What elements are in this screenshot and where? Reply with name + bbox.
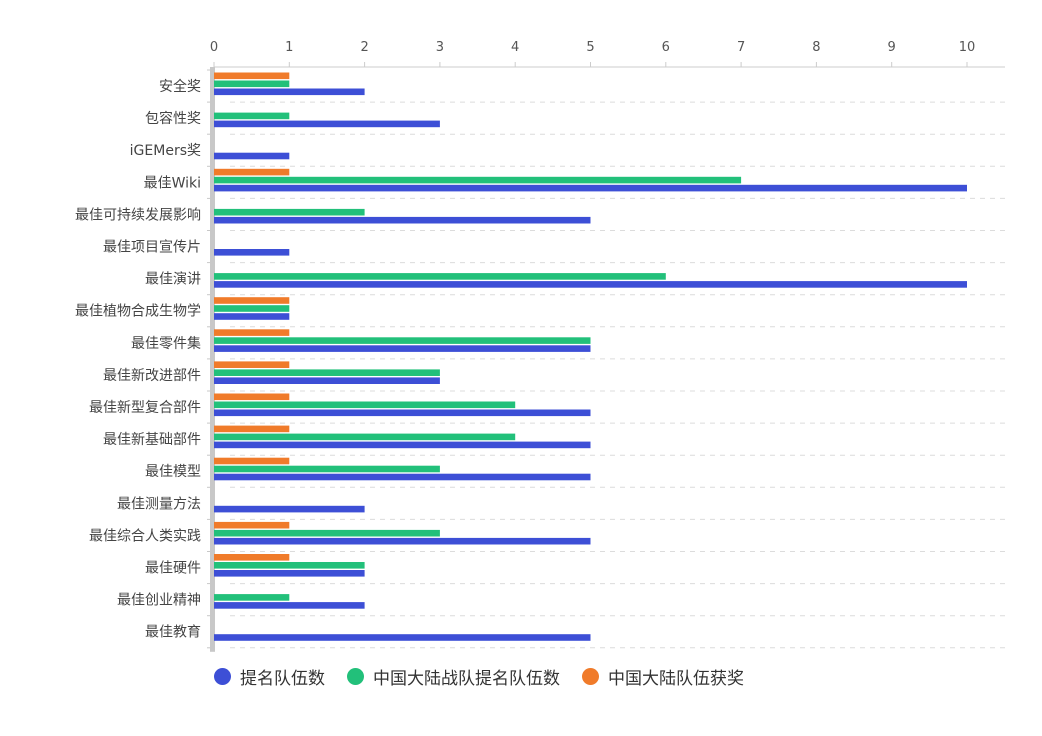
bar-china-nominated: [214, 594, 290, 601]
legend-item-nominated[interactable]: 提名队伍数: [214, 664, 325, 689]
bar-nominated: [214, 473, 591, 481]
bar-nominated: [214, 345, 591, 352]
category-label: 包容性奖: [145, 110, 201, 127]
legend: 提名队伍数 中国大陆战队提名队伍数 中国大陆队伍获奖: [214, 664, 744, 689]
category-label: 最佳植物合成生物学: [75, 304, 201, 320]
category-label: 最佳零件集: [131, 335, 201, 352]
bar-china-nominated: [214, 208, 365, 216]
category-label: iGEMers奖: [130, 142, 201, 159]
bar-nominated: [214, 505, 365, 513]
legend-label-nominated: 提名队伍数: [240, 669, 325, 689]
bar-china-awarded: [214, 361, 290, 368]
bar-nominated: [214, 313, 290, 320]
category-label: 最佳新基础部件: [103, 431, 201, 448]
bar-nominated: [214, 570, 365, 577]
bar-nominated: [214, 152, 290, 160]
x-tick-label: 1: [285, 40, 293, 55]
bar-china-nominated: [214, 465, 440, 473]
category-label: 最佳可持续发展影响: [75, 206, 201, 223]
category-label: 最佳模型: [145, 464, 201, 480]
bar-china-nominated: [214, 562, 365, 569]
bar-china-nominated: [214, 305, 290, 312]
bar-china-awarded: [214, 168, 290, 176]
bar-china-awarded: [214, 297, 290, 304]
bar-nominated: [214, 216, 591, 224]
bar-china-awarded: [214, 393, 290, 401]
bar-china-nominated: [214, 369, 440, 376]
bar-china-nominated: [214, 337, 591, 344]
category-label: 最佳新型复合部件: [89, 399, 201, 416]
x-tick-label: 7: [737, 40, 745, 55]
bar-nominated: [214, 249, 290, 256]
x-tick-label: 4: [511, 40, 519, 55]
category-label: 最佳测量方法: [117, 496, 201, 512]
bar-nominated: [214, 281, 967, 288]
legend-item-china-awarded[interactable]: 中国大陆队伍获奖: [582, 664, 744, 689]
bar-china-awarded: [214, 521, 290, 529]
x-tick-label: 8: [812, 40, 820, 55]
x-tick-label: 0: [210, 40, 218, 55]
bar-china-awarded: [214, 457, 290, 465]
category-label: 最佳教育: [145, 625, 201, 641]
bar-china-nominated: [214, 112, 290, 120]
bar-china-nominated: [214, 176, 742, 184]
legend-swatch-nominated: [214, 668, 231, 685]
legend-label-china-nominated: 中国大陆战队提名队伍数: [373, 669, 560, 689]
x-tick-label: 3: [436, 40, 444, 55]
category-label: 最佳演讲: [145, 272, 201, 288]
category-label: 最佳Wiki: [144, 175, 201, 191]
x-tick-label: 2: [360, 40, 368, 55]
bar-china-awarded: [214, 72, 290, 80]
bar-china-nominated: [214, 433, 516, 441]
x-tick-label: 5: [586, 40, 594, 55]
legend-swatch-china-awarded: [582, 668, 599, 685]
bar-china-awarded: [214, 425, 290, 433]
x-tick-label: 6: [662, 40, 670, 55]
category-label: 最佳创业精神: [117, 593, 201, 609]
bar-nominated: [214, 184, 967, 192]
x-tick-label: 9: [888, 40, 896, 55]
bar-china-nominated: [214, 80, 290, 88]
category-label: 最佳项目宣传片: [103, 240, 201, 256]
category-label: 安全奖: [159, 78, 201, 95]
x-tick-label: 10: [959, 40, 976, 55]
bar-nominated: [214, 409, 591, 417]
bar-nominated: [214, 634, 591, 641]
bar-nominated: [214, 441, 591, 449]
bar-nominated: [214, 602, 365, 609]
bar-china-nominated: [214, 273, 666, 280]
category-label: 最佳新改进部件: [103, 368, 201, 384]
bar-china-awarded: [214, 329, 290, 336]
category-label: 最佳硬件: [145, 561, 201, 577]
bar-nominated: [214, 88, 365, 96]
bar-nominated: [214, 120, 440, 128]
bar-nominated: [214, 377, 440, 384]
bar-china-nominated: [214, 529, 440, 537]
legend-label-china-awarded: 中国大陆队伍获奖: [608, 669, 744, 689]
bar-nominated: [214, 537, 591, 545]
bar-china-nominated: [214, 401, 516, 409]
bar-china-awarded: [214, 554, 290, 561]
legend-item-china-nominated[interactable]: 中国大陆战队提名队伍数: [347, 664, 560, 689]
category-label: 最佳综合人类实践: [89, 528, 201, 544]
legend-swatch-china-nominated: [347, 668, 364, 685]
